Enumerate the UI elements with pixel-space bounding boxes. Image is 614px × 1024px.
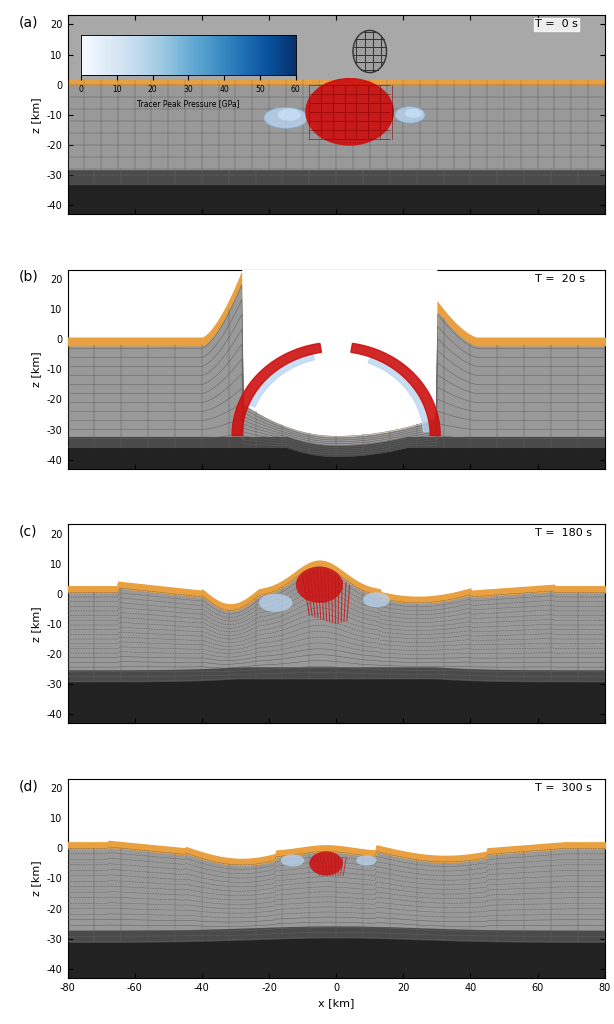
Ellipse shape <box>395 106 425 123</box>
Ellipse shape <box>353 31 387 73</box>
X-axis label: x [km]: x [km] <box>318 998 354 1009</box>
Polygon shape <box>351 343 440 435</box>
Ellipse shape <box>259 594 292 612</box>
Text: (d): (d) <box>19 779 39 793</box>
Y-axis label: z [km]: z [km] <box>31 97 41 133</box>
Text: T =  20 s: T = 20 s <box>535 273 585 284</box>
Ellipse shape <box>296 566 343 603</box>
Text: (b): (b) <box>19 270 39 284</box>
Polygon shape <box>306 79 393 145</box>
Y-axis label: z [km]: z [km] <box>31 860 41 896</box>
Ellipse shape <box>363 592 390 607</box>
Text: (a): (a) <box>19 15 39 30</box>
Y-axis label: z [km]: z [km] <box>31 606 41 642</box>
Text: T =  0 s: T = 0 s <box>535 19 578 30</box>
Polygon shape <box>368 357 430 432</box>
Polygon shape <box>249 354 314 407</box>
Ellipse shape <box>264 108 308 128</box>
Text: T =  300 s: T = 300 s <box>535 783 592 793</box>
Ellipse shape <box>278 109 301 121</box>
Polygon shape <box>232 343 322 435</box>
Ellipse shape <box>281 854 305 866</box>
Ellipse shape <box>309 851 343 876</box>
Ellipse shape <box>356 855 376 865</box>
Text: (c): (c) <box>19 524 37 539</box>
Text: T =  180 s: T = 180 s <box>535 528 592 539</box>
Ellipse shape <box>405 109 422 118</box>
Y-axis label: z [km]: z [km] <box>31 351 41 387</box>
